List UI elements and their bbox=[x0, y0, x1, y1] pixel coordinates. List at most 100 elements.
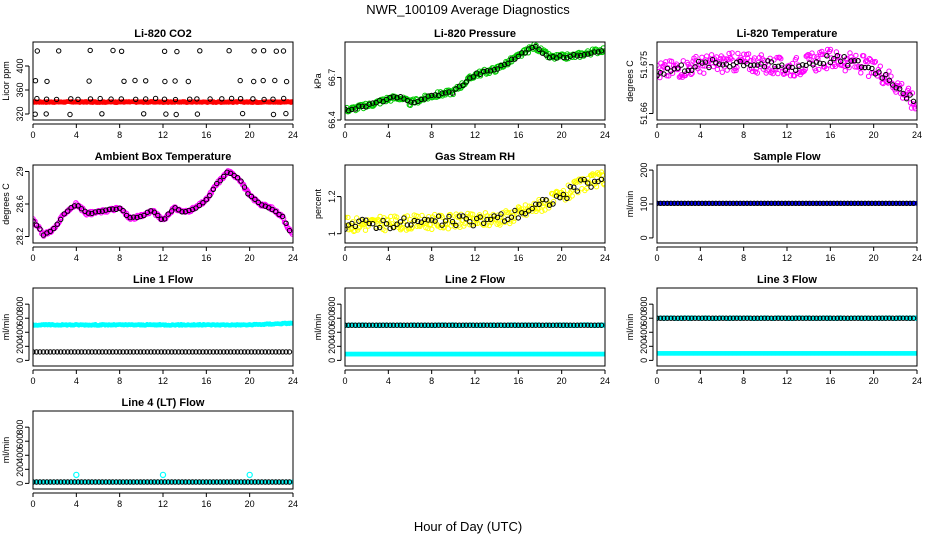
data-point bbox=[456, 322, 463, 328]
data-point bbox=[858, 200, 865, 207]
data-point bbox=[811, 54, 817, 60]
data-point bbox=[841, 315, 847, 321]
data-point bbox=[455, 214, 461, 221]
data-point bbox=[890, 315, 896, 321]
data-point bbox=[569, 193, 575, 199]
data-point bbox=[848, 315, 854, 321]
data-point bbox=[883, 315, 889, 321]
data-point bbox=[65, 349, 71, 355]
data-point bbox=[810, 315, 816, 321]
data-point bbox=[560, 54, 567, 61]
data-point bbox=[512, 322, 518, 328]
data-point bbox=[34, 95, 40, 102]
data-point bbox=[404, 322, 411, 328]
data-point bbox=[359, 322, 365, 328]
data-point bbox=[286, 349, 293, 355]
data-point bbox=[200, 349, 206, 355]
data-point bbox=[165, 349, 171, 355]
data-point bbox=[429, 217, 435, 223]
data-point bbox=[251, 48, 257, 54]
data-point bbox=[858, 315, 865, 321]
data-point bbox=[477, 71, 483, 78]
y-tick-label: 360 bbox=[15, 82, 25, 97]
data-point bbox=[352, 106, 359, 112]
data-point bbox=[484, 213, 490, 219]
data-point bbox=[214, 479, 220, 485]
data-point bbox=[217, 178, 223, 184]
data-point bbox=[425, 93, 431, 99]
data-point bbox=[422, 216, 428, 223]
data-point bbox=[907, 92, 913, 98]
x-tick-label: 16 bbox=[201, 499, 211, 509]
data-point bbox=[377, 322, 383, 328]
data-point bbox=[261, 96, 267, 103]
data-point bbox=[897, 86, 903, 92]
data-point bbox=[460, 213, 466, 219]
data-point bbox=[661, 200, 667, 207]
data-point bbox=[89, 479, 95, 485]
x-tick-label: 4 bbox=[698, 376, 703, 386]
data-point bbox=[508, 322, 515, 328]
data-point bbox=[175, 479, 182, 485]
data-point bbox=[43, 96, 50, 102]
data-point bbox=[786, 200, 792, 207]
data-point bbox=[498, 62, 504, 69]
data-point bbox=[578, 322, 584, 328]
plot-frame bbox=[656, 287, 918, 367]
data-point bbox=[273, 479, 279, 485]
data-point bbox=[758, 61, 764, 67]
data-point bbox=[869, 65, 875, 72]
data-point bbox=[838, 58, 844, 64]
data-point bbox=[408, 222, 414, 228]
data-point bbox=[831, 315, 837, 321]
x-tick-label: 16 bbox=[513, 253, 523, 263]
data-point bbox=[345, 214, 351, 221]
data-point bbox=[474, 70, 480, 76]
data-point bbox=[260, 77, 266, 84]
data-point bbox=[747, 200, 754, 207]
data-point bbox=[362, 227, 369, 233]
data-point bbox=[172, 78, 178, 84]
data-point bbox=[910, 98, 917, 105]
data-point bbox=[886, 315, 892, 321]
data-point bbox=[461, 223, 467, 229]
data-point bbox=[260, 48, 267, 54]
data-point bbox=[37, 226, 43, 232]
x-tick-label: 16 bbox=[825, 253, 835, 263]
data-point bbox=[113, 206, 119, 213]
data-points bbox=[345, 169, 605, 235]
data-point bbox=[692, 200, 698, 207]
data-point bbox=[259, 479, 265, 485]
data-point bbox=[33, 479, 40, 485]
data-point bbox=[505, 322, 511, 328]
y-tick-label: 0 bbox=[639, 358, 649, 363]
data-point bbox=[810, 200, 816, 207]
data-point bbox=[110, 47, 116, 54]
data-point bbox=[85, 349, 92, 355]
data-point bbox=[733, 67, 739, 74]
data-point bbox=[848, 200, 854, 207]
y-axis-label: ml/min bbox=[313, 314, 323, 341]
data-point bbox=[73, 471, 80, 479]
data-point bbox=[910, 101, 917, 107]
data-point bbox=[442, 218, 449, 224]
x-tick-label: 4 bbox=[74, 499, 79, 509]
data-point bbox=[689, 70, 695, 76]
data-point bbox=[411, 322, 417, 328]
data-point bbox=[226, 48, 232, 54]
x-tick-label: 4 bbox=[74, 130, 79, 140]
panel-co2: Li-820 CO2 0 4 8 12 16 20 24 320 360 400 Licor ppm bbox=[1, 28, 298, 140]
data-point bbox=[137, 349, 144, 355]
data-point bbox=[453, 222, 459, 229]
data-point bbox=[827, 200, 833, 207]
data-point bbox=[214, 180, 220, 187]
data-point bbox=[467, 222, 473, 228]
data-point bbox=[706, 200, 712, 207]
data-point bbox=[435, 322, 442, 328]
data-point bbox=[713, 315, 719, 321]
panel-sample: Sample Flow 0 4 8 12 16 20 24 0 100 200 ml/min bbox=[625, 151, 922, 263]
data-point bbox=[477, 214, 483, 220]
data-point bbox=[678, 62, 684, 68]
y-tick-label: 800 bbox=[15, 297, 25, 312]
data-point bbox=[203, 349, 210, 355]
